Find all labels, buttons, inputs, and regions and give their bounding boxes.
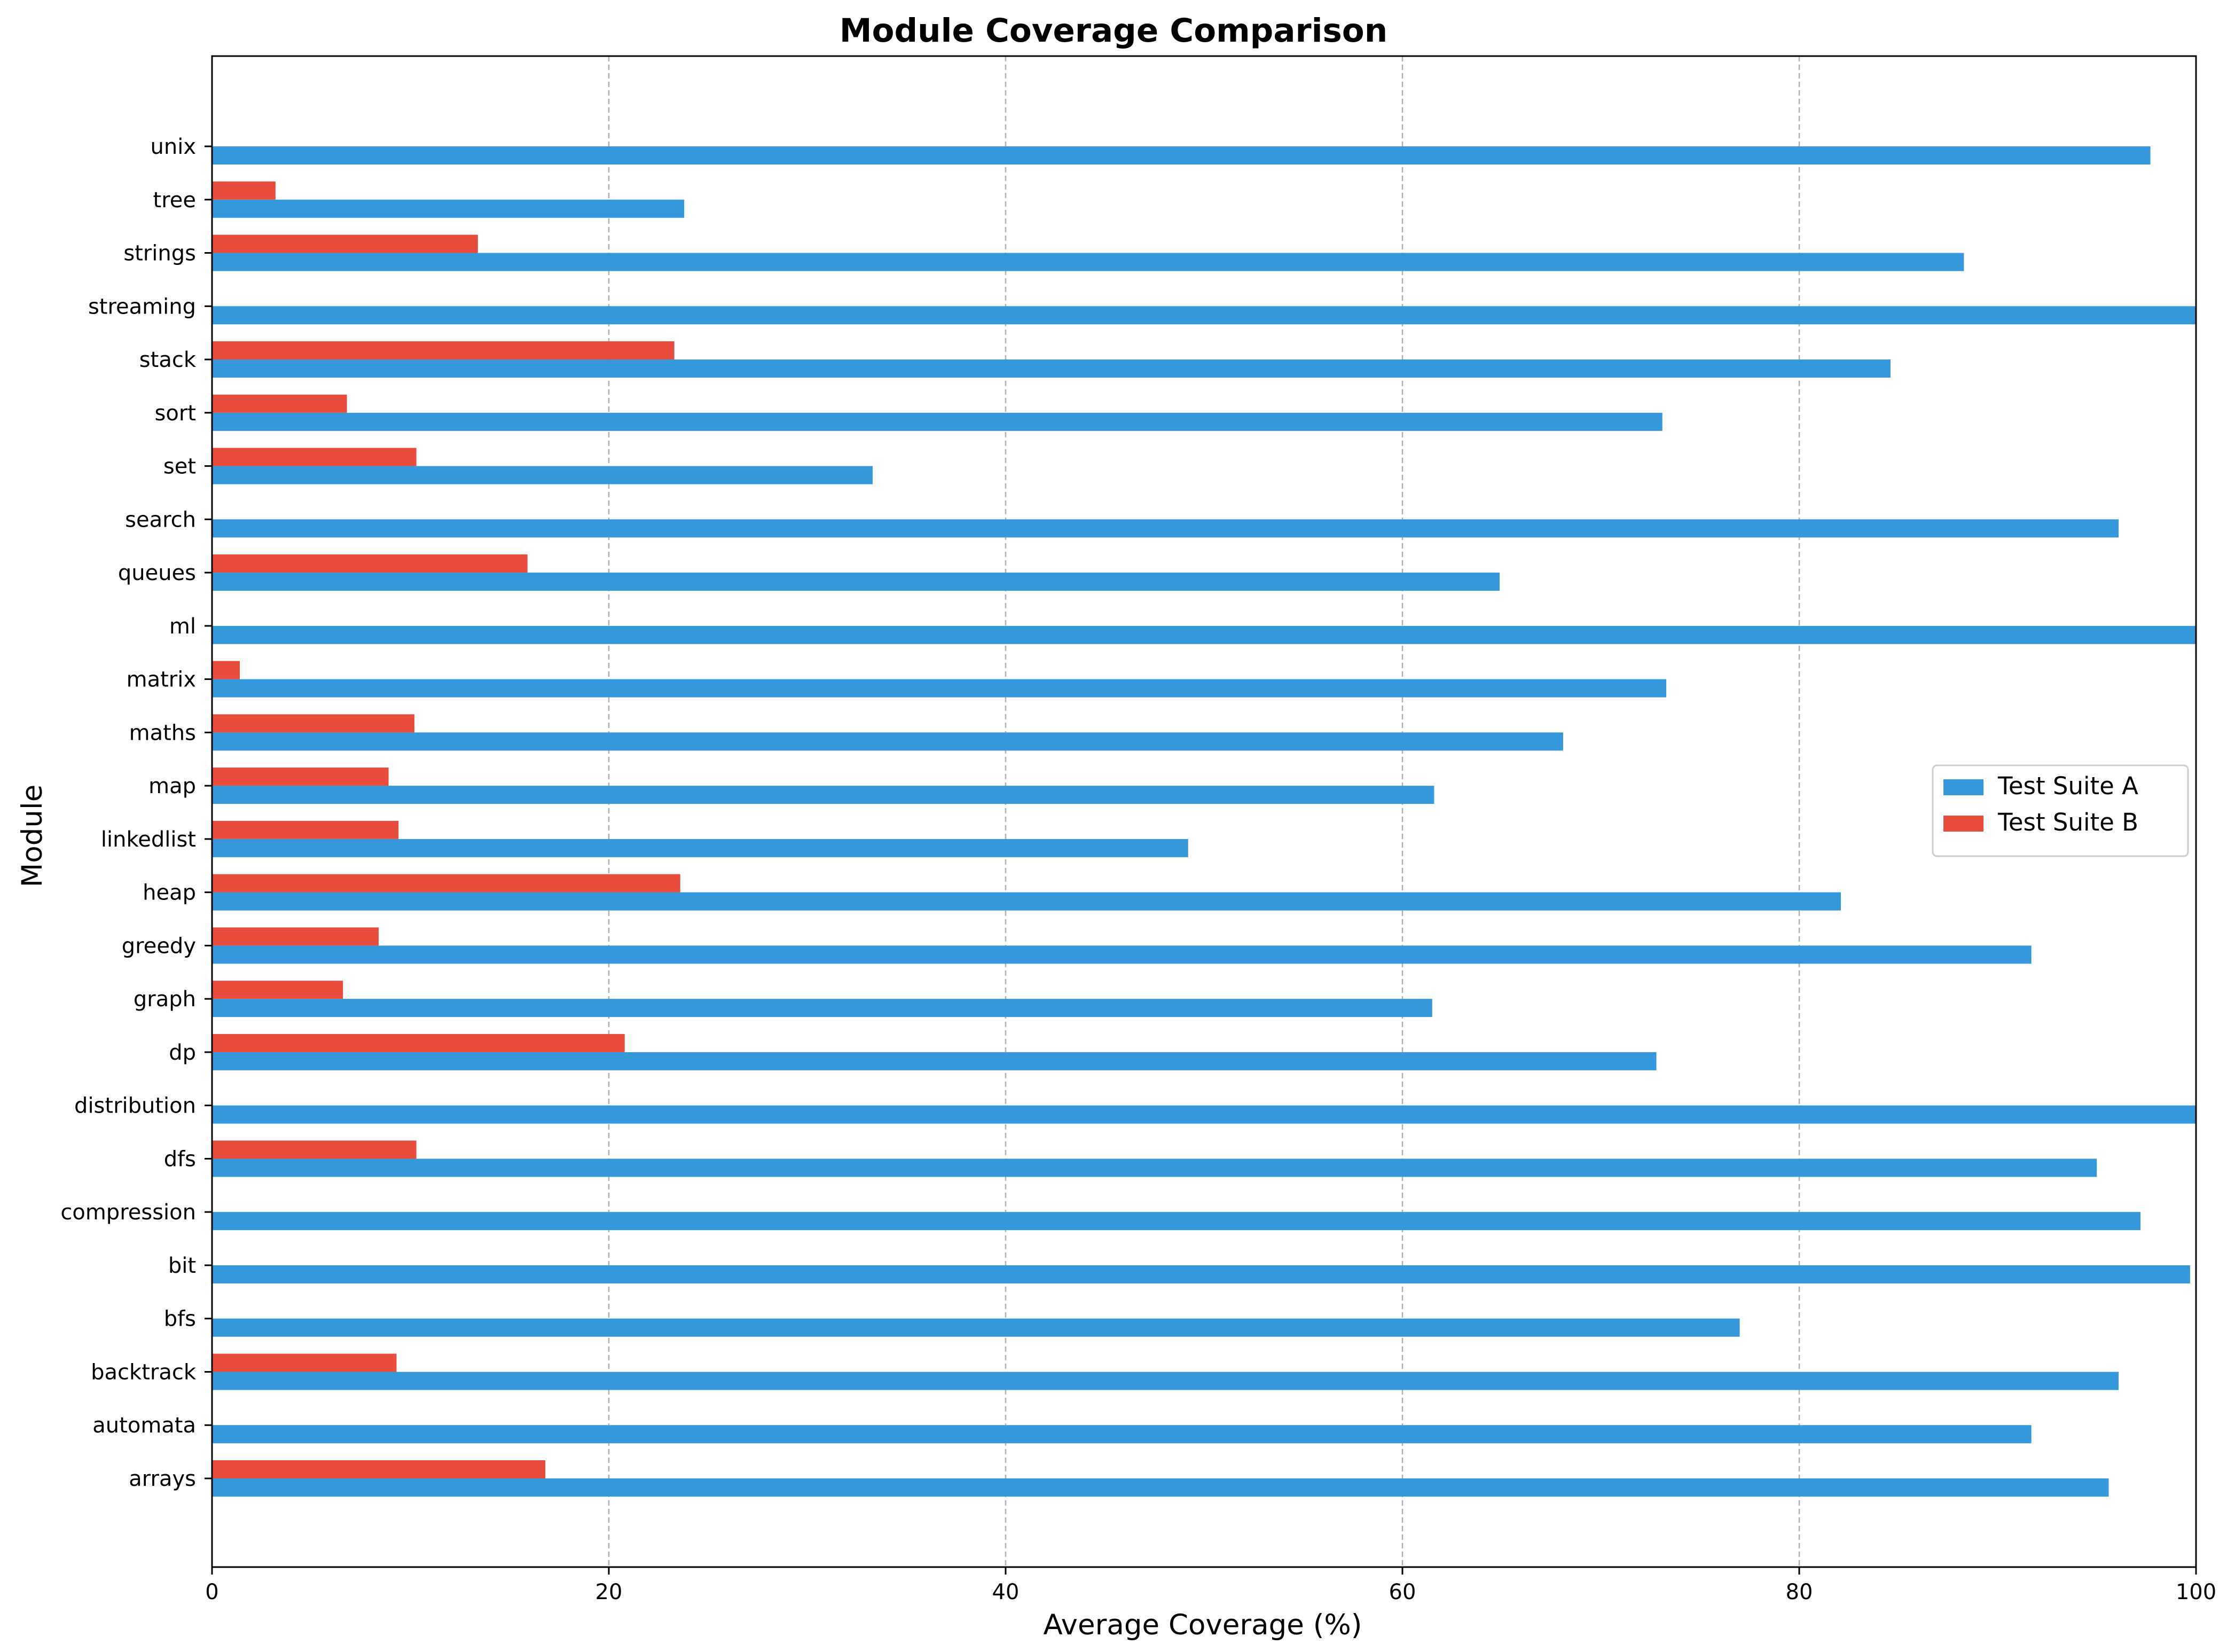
x-axis-label: Average Coverage (%) — [1044, 1609, 1362, 1641]
bar-test-suite-b-graph — [212, 981, 343, 999]
x-tick-label: 0 — [205, 1580, 218, 1604]
bar-test-suite-a-linkedlist — [212, 839, 1188, 857]
bar-test-suite-b-dfs — [212, 1140, 417, 1159]
bar-test-suite-a-backtrack — [212, 1372, 2119, 1390]
y-tick-label: map — [148, 774, 196, 798]
y-tick-label: automata — [92, 1413, 196, 1438]
y-tick-label: streaming — [88, 294, 196, 319]
bar-test-suite-b-heap — [212, 874, 680, 892]
bar-test-suite-b-maths — [212, 714, 414, 733]
y-tick-label: heap — [143, 881, 196, 905]
bar-test-suite-a-sort — [212, 412, 1663, 431]
x-tick-label: 100 — [2176, 1580, 2216, 1604]
bar-test-suite-b-strings — [212, 234, 478, 253]
bar-test-suite-a-distribution — [212, 1105, 2196, 1124]
legend-label: Test Suite B — [1997, 808, 2138, 836]
bar-test-suite-b-backtrack — [212, 1353, 397, 1372]
y-tick-label: queues — [118, 561, 196, 585]
y-tick-label: ml — [169, 614, 196, 639]
y-tick-label: distribution — [74, 1094, 196, 1118]
bar-test-suite-a-automata — [212, 1425, 2032, 1444]
bar-test-suite-a-queues — [212, 573, 1500, 591]
y-tick-label: linkedlist — [101, 827, 196, 852]
bar-test-suite-a-compression — [212, 1212, 2140, 1231]
bar-test-suite-a-unix — [212, 146, 2151, 165]
legend-label: Test Suite A — [1997, 772, 2138, 800]
y-tick-label: bit — [168, 1254, 196, 1278]
bar-test-suite-b-sort — [212, 394, 347, 413]
x-tick-label: 40 — [992, 1580, 1020, 1604]
legend-swatch — [1943, 779, 1983, 795]
y-tick-label: stack — [139, 348, 197, 372]
legend: Test Suite A Test Suite B — [1932, 764, 2189, 857]
bar-test-suite-b-tree — [212, 181, 276, 200]
bar-test-suite-b-dp — [212, 1034, 625, 1052]
bar-test-suite-a-maths — [212, 732, 1563, 751]
bar-test-suite-a-dp — [212, 1052, 1657, 1070]
y-tick-label: sort — [155, 401, 196, 426]
bar-test-suite-b-map — [212, 768, 389, 786]
bar-test-suite-a-strings — [212, 253, 1964, 271]
bar-test-suite-a-greedy — [212, 945, 2032, 964]
bar-test-suite-a-graph — [212, 999, 1432, 1017]
bar-test-suite-a-streaming — [212, 306, 2196, 325]
y-tick-label: unix — [151, 135, 197, 159]
y-tick-label: bfs — [164, 1307, 196, 1332]
x-tick-label: 80 — [1786, 1580, 1813, 1604]
x-tick-label: 20 — [595, 1580, 623, 1604]
bars — [212, 146, 2196, 1497]
bar-test-suite-a-arrays — [212, 1478, 2109, 1497]
y-tick-label: compression — [60, 1200, 196, 1225]
y-tick-label: graph — [134, 987, 196, 1012]
bar-test-suite-a-stack — [212, 359, 1891, 378]
bar-test-suite-a-set — [212, 466, 873, 484]
bar-test-suite-a-matrix — [212, 679, 1667, 698]
bar-test-suite-a-search — [212, 519, 2119, 538]
bar-test-suite-b-stack — [212, 341, 675, 360]
y-tick-label: dp — [169, 1040, 196, 1065]
bar-test-suite-a-ml — [212, 625, 2196, 644]
bar-test-suite-a-map — [212, 786, 1434, 804]
legend-swatch — [1943, 816, 1983, 832]
bar-test-suite-a-heap — [212, 892, 1841, 911]
bar-test-suite-a-tree — [212, 199, 685, 218]
plot-area — [211, 55, 2197, 1568]
bar-test-suite-a-bit — [212, 1265, 2190, 1283]
y-tick-label: arrays — [129, 1467, 196, 1491]
y-tick-label: matrix — [127, 668, 196, 692]
y-tick-label: tree — [153, 188, 196, 213]
ticks: 0 20 40 60 80 100 arrays automata backtrack bfs bi… — [60, 135, 2216, 1604]
bar-test-suite-b-arrays — [212, 1460, 546, 1478]
y-tick-label: dfs — [164, 1147, 196, 1171]
y-tick-label: maths — [129, 721, 196, 745]
bar-test-suite-b-greedy — [212, 927, 379, 946]
bar-test-suite-a-dfs — [212, 1158, 2097, 1177]
bar-test-suite-b-set — [212, 448, 417, 466]
y-axis-label: Module — [16, 785, 49, 888]
y-tick-label: set — [163, 455, 196, 479]
x-tick-label: 60 — [1389, 1580, 1416, 1604]
legend-box — [1932, 764, 2189, 857]
y-tick-label: strings — [123, 241, 196, 266]
bar-test-suite-b-queues — [212, 554, 528, 573]
gridlines — [608, 56, 1800, 1567]
bar-test-suite-a-bfs — [212, 1318, 1740, 1337]
bar-test-suite-b-matrix — [212, 661, 240, 679]
y-tick-label: search — [125, 507, 196, 532]
bar-test-suite-b-linkedlist — [212, 820, 399, 839]
chart-title: Module Coverage Comparison — [840, 12, 1387, 50]
y-tick-label: backtrack — [91, 1360, 197, 1384]
y-tick-label: greedy — [122, 934, 196, 958]
